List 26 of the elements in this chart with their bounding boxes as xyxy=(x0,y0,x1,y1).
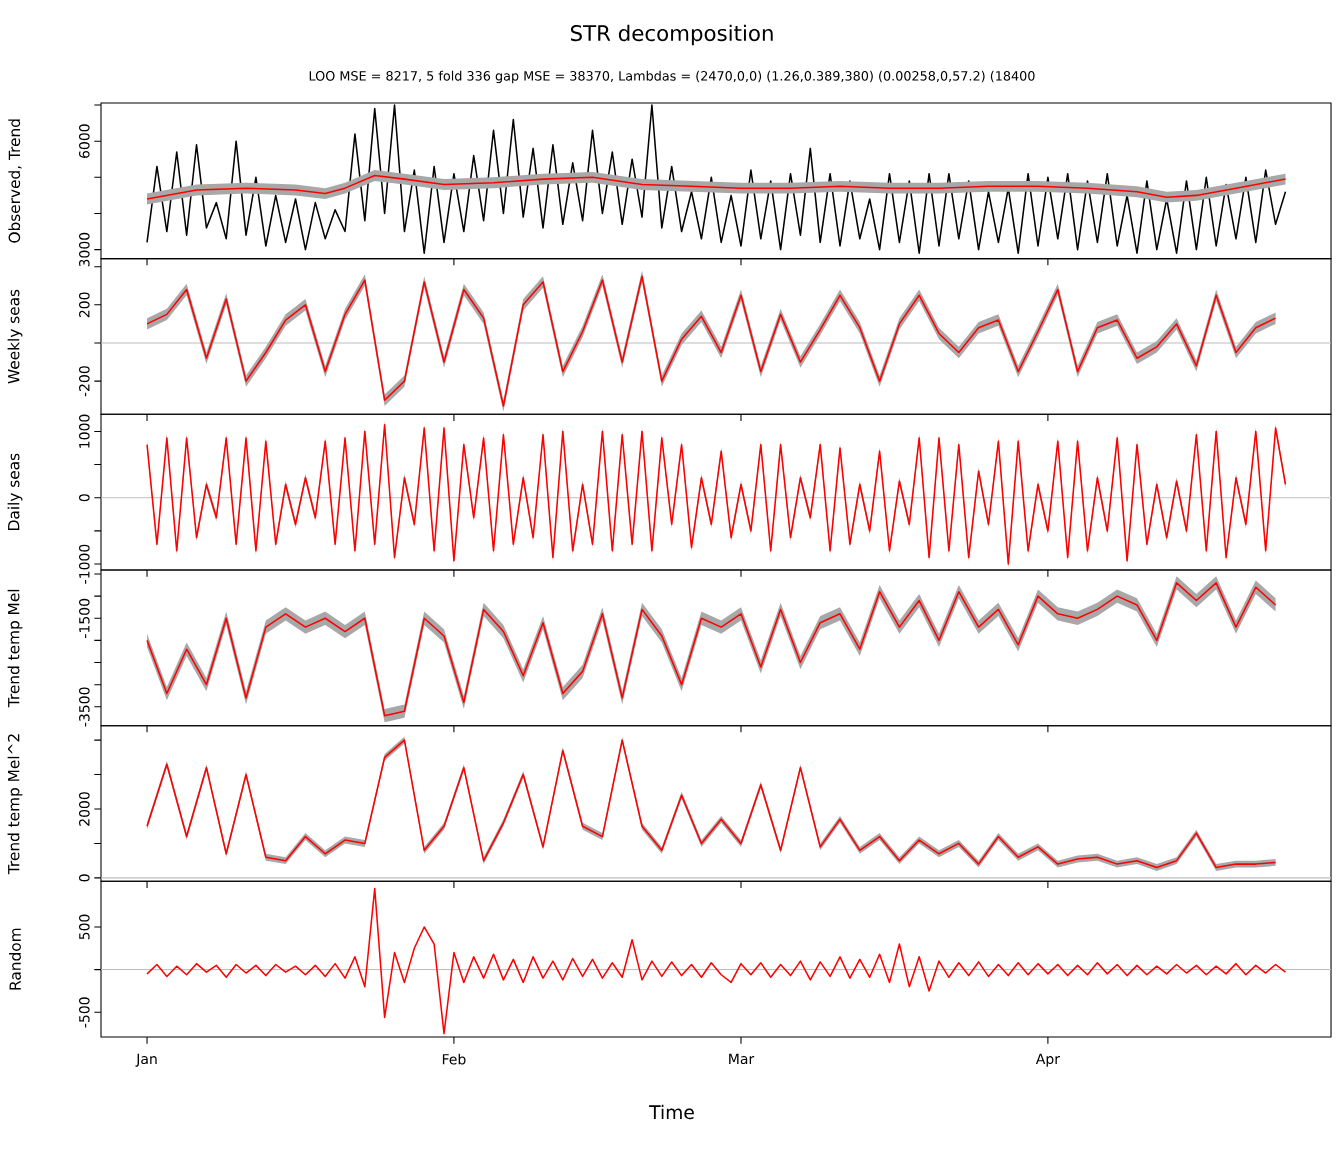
x-tick-label: Mar xyxy=(729,1053,755,1065)
y-tick-label: 6000 xyxy=(79,124,90,158)
x-tick-label: Feb xyxy=(442,1053,466,1065)
y-tick-label: -1500 xyxy=(79,598,90,638)
y-tick-label: -200 xyxy=(79,366,90,397)
y-tick-label: -500 xyxy=(79,997,90,1028)
y-axis-title: Weekly seas xyxy=(7,289,23,384)
y-tick-label: 1000 xyxy=(79,414,90,448)
chart-subtitle: LOO MSE = 8217, 5 fold 336 gap MSE = 38370, Lambdas = (2470,0,0) (1.26,0.389,380) (0.00258,0,57.2) (18400 xyxy=(309,70,1035,84)
y-axis-title: Random xyxy=(9,928,21,990)
y-tick-label: 0 xyxy=(79,874,90,882)
x-tick-label: Jan xyxy=(135,1053,157,1067)
y-tick-label: 0 xyxy=(79,494,90,502)
y-tick-label: -3500 xyxy=(79,687,90,727)
y-tick-label: 200 xyxy=(79,292,90,318)
y-axis-title: Observed, Trend xyxy=(8,119,22,243)
x-tick-label: Apr xyxy=(1035,1053,1060,1067)
y-axis-title: Trend temp Mel xyxy=(7,589,23,708)
chart-title: STR decomposition xyxy=(570,24,773,46)
y-tick-label: 2000 xyxy=(79,792,90,826)
y-tick-label: -1000 xyxy=(79,544,90,584)
x-axis-title: Time xyxy=(649,1104,694,1120)
y-tick-label: 3000 xyxy=(79,232,90,267)
y-axis-title: Daily seas xyxy=(7,453,23,530)
y-axis-title: Trend temp Mel^2 xyxy=(7,734,23,875)
y-tick-label: 500 xyxy=(79,914,90,940)
